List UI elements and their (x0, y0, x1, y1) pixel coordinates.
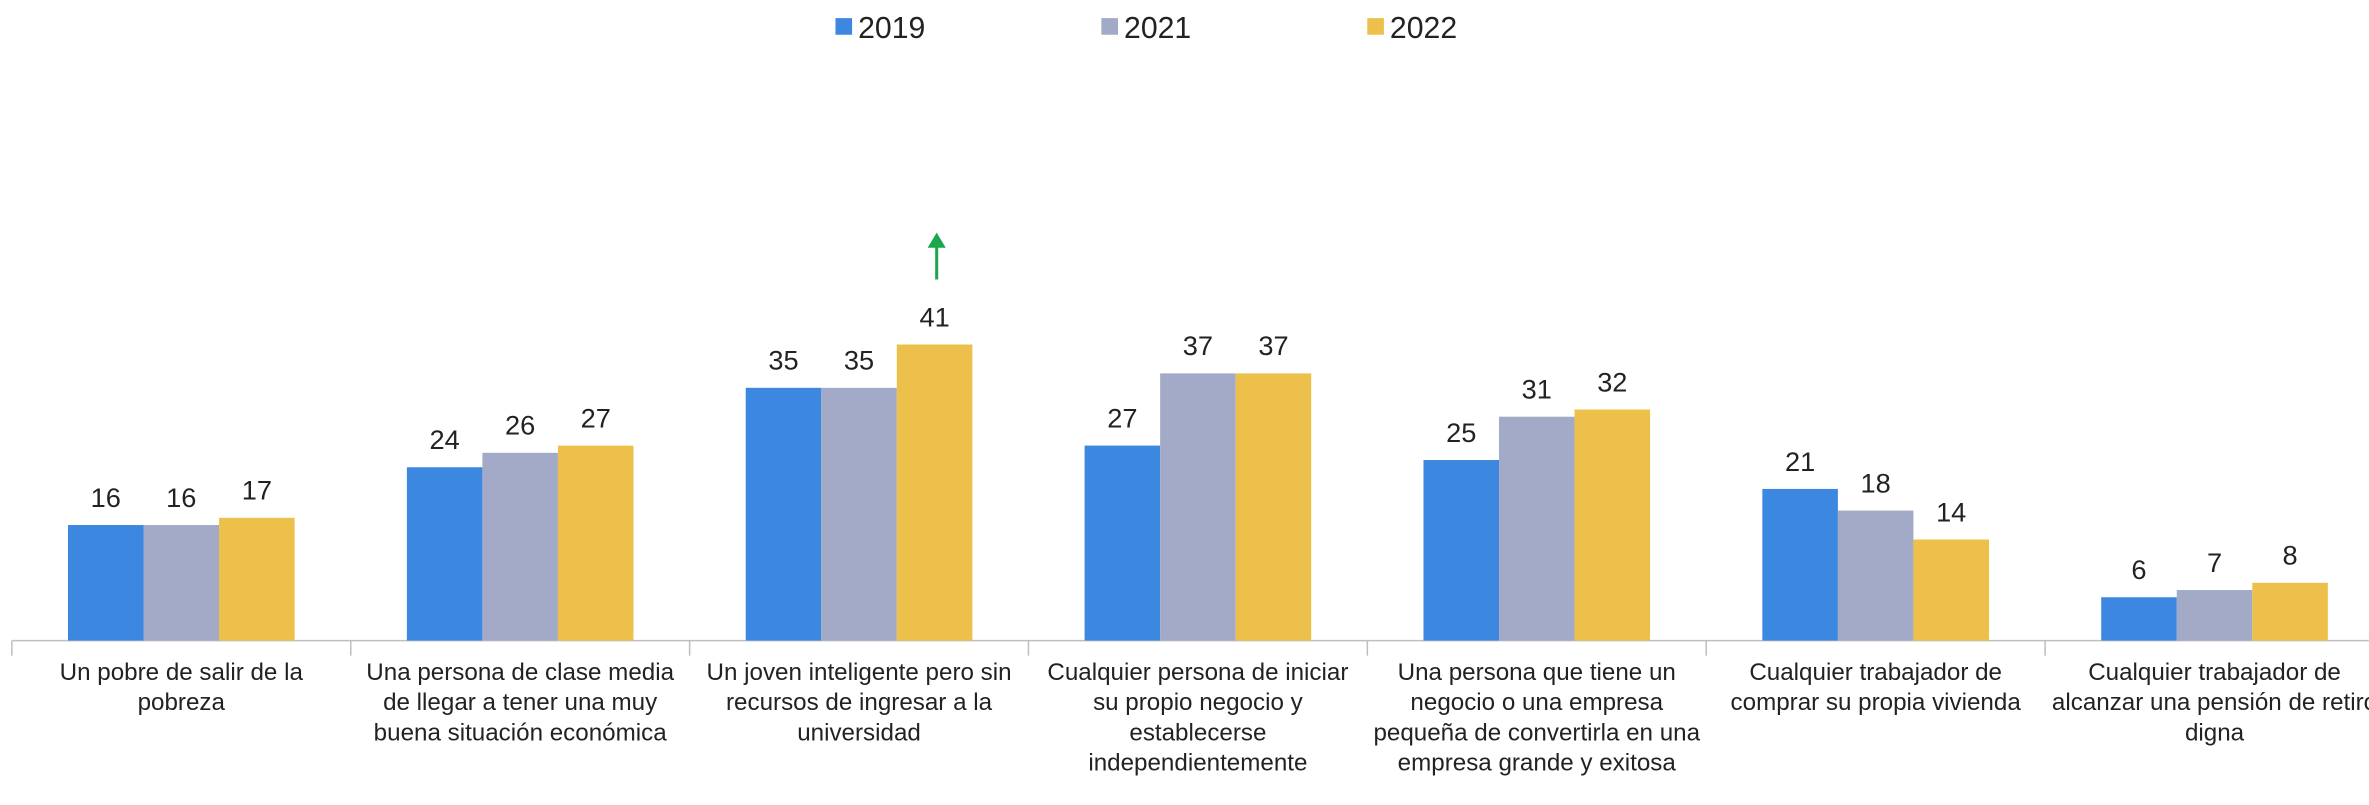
bar (1084, 445, 1161, 641)
bar (1913, 539, 1989, 641)
bar (2101, 597, 2177, 641)
legend-label: 2021 (1124, 12, 1191, 45)
value-label: 41 (919, 301, 949, 332)
value-label: 14 (1936, 496, 1966, 527)
value-label: 35 (844, 345, 874, 376)
bar (745, 387, 822, 641)
category-label: Un joven inteligente pero sin recursos d… (706, 660, 1012, 747)
bar (557, 445, 634, 641)
bar (1837, 510, 1914, 641)
bar (482, 452, 558, 641)
value-label: 37 (1183, 330, 1213, 361)
category-label: Cualquier trabajador de comprar su propi… (1730, 660, 2021, 717)
category-label: Una persona de clase media de llegar a t… (366, 660, 675, 747)
value-label: 21 (1785, 446, 1815, 477)
value-label: 6 (2131, 554, 2146, 585)
bar (406, 467, 483, 641)
category-label: Cualquier persona de iniciar su propio n… (1047, 660, 1349, 777)
category-label: Cualquier trabajador de alcanzar una pen… (2051, 660, 2369, 747)
bar (1762, 488, 1838, 641)
value-label: 24 (430, 424, 460, 455)
value-label: 27 (581, 402, 611, 433)
value-label: 8 (2283, 540, 2298, 571)
value-label: 31 (1522, 374, 1552, 405)
value-label: 25 (1446, 417, 1476, 448)
bar (896, 344, 973, 641)
value-label: 35 (768, 345, 798, 376)
value-label: 7 (2207, 547, 2222, 578)
category-label: Una persona que tiene un negocio o una e… (1373, 660, 1701, 777)
legend-swatch (1367, 18, 1384, 35)
value-label: 17 (242, 475, 272, 506)
bar (1235, 373, 1312, 641)
bar (2176, 590, 2253, 641)
bar (1160, 373, 1236, 641)
bar (1499, 416, 1575, 641)
bar (1574, 409, 1651, 641)
value-label: 16 (166, 482, 196, 513)
legend-label: 2019 (858, 12, 925, 45)
value-label: 32 (1597, 366, 1627, 397)
legend-swatch (835, 18, 853, 35)
bar (2252, 582, 2328, 641)
category-label: Un pobre de salir de la pobreza (59, 660, 303, 717)
value-label: 16 (91, 482, 121, 513)
bar (821, 387, 897, 641)
value-label: 18 (1861, 467, 1891, 498)
bar (143, 525, 220, 641)
legend-label: 2022 (1390, 12, 1457, 45)
annotation-arrowhead (927, 232, 946, 248)
bar (67, 525, 144, 641)
bar (219, 517, 295, 641)
value-label: 26 (505, 410, 535, 441)
legend-swatch (1101, 18, 1118, 35)
value-label: 27 (1107, 402, 1137, 433)
value-label: 37 (1258, 330, 1288, 361)
bar (1423, 460, 1500, 641)
